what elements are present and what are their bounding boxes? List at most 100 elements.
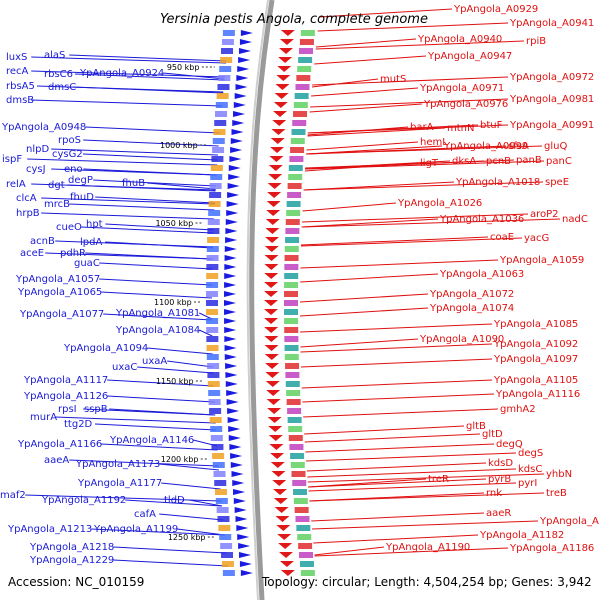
feature-block <box>208 399 221 405</box>
gene-label-right: YpAngola_A1026 <box>397 198 482 209</box>
gene-arrow-forward <box>226 210 239 216</box>
leader-line-right <box>319 8 453 18</box>
gene-arrow-forward <box>224 273 237 279</box>
gene-arrow-forward <box>226 390 239 396</box>
feature-block <box>287 408 302 414</box>
leader-line-left <box>113 559 228 567</box>
gene-arrow-forward <box>233 111 246 117</box>
gene-label-left: dgt <box>48 180 65 191</box>
gene-arrow-reverse <box>273 102 288 108</box>
feature-block <box>206 264 219 270</box>
genome-backbone <box>249 0 275 600</box>
leader-line-right <box>301 218 439 228</box>
gene-label-right: nadC <box>562 214 588 225</box>
feature-block <box>285 228 300 234</box>
leader-line-right <box>311 78 379 88</box>
gene-label-left: YpAngola_A1146 <box>109 435 194 446</box>
gene-arrow-reverse <box>279 39 294 45</box>
feature-track <box>206 30 315 576</box>
feature-block <box>285 237 300 243</box>
feature-block <box>300 30 315 36</box>
leader-line-right <box>306 145 543 155</box>
gene-label-left: YpAngola_A1213 <box>7 524 92 535</box>
leader-line-left <box>51 148 218 156</box>
feature-block <box>206 309 219 315</box>
gene-arrow-forward <box>240 570 253 576</box>
gene-arrow-forward <box>227 417 240 423</box>
leader-line-left <box>73 86 224 94</box>
gene-label-left: recA <box>6 66 29 77</box>
leader-line-right <box>300 338 419 348</box>
gene-arrow-forward <box>224 327 237 333</box>
feature-block <box>284 300 298 306</box>
gene-arrow-forward <box>234 507 247 513</box>
gene-label-right: coaE <box>490 232 514 243</box>
gene-arrow-reverse <box>273 489 288 495</box>
feature-block <box>284 345 299 351</box>
feature-block <box>284 336 299 342</box>
gene-arrow-forward <box>228 174 241 180</box>
feature-block <box>207 381 220 387</box>
feature-block <box>212 462 225 468</box>
gene-arrow-forward <box>224 354 237 360</box>
gene-arrow-reverse <box>277 534 292 540</box>
leader-line-left <box>31 99 223 107</box>
feature-block <box>293 498 308 504</box>
gene-label-left: maf2 <box>0 490 26 501</box>
gene-arrow-reverse <box>268 435 283 441</box>
gene-label-right: kdsC <box>518 464 542 475</box>
gene-arrow-reverse <box>276 525 291 531</box>
gene-label-right: aaeR <box>486 508 511 519</box>
feature-block <box>286 399 301 405</box>
gene-label-left: YpAngola_A0948 <box>1 122 86 133</box>
gene-label-left: YpAngola_A1081 <box>115 308 200 319</box>
gene-arrow-forward <box>224 309 237 315</box>
leader-line-right <box>305 443 495 453</box>
gene-arrow-forward <box>239 552 252 558</box>
leader-line-right <box>299 293 429 303</box>
leader-line-right <box>315 38 417 48</box>
feature-block <box>207 363 220 369</box>
feature-block <box>220 543 233 549</box>
feature-block <box>210 165 223 171</box>
gene-arrow-reverse <box>270 453 285 459</box>
gene-label-right: gluQ <box>544 141 567 152</box>
gene-label-left: uxaC <box>112 362 137 373</box>
leader-line-right <box>302 393 495 403</box>
feature-block <box>212 147 225 153</box>
gene-arrow-reverse <box>265 228 280 234</box>
feature-block <box>285 372 300 378</box>
gene-label-left: hrpB <box>16 208 40 219</box>
leader-line-left <box>94 423 217 431</box>
feature-block <box>210 435 223 441</box>
feature-block <box>300 570 315 576</box>
gene-label-right: YpAngola_A0981 <box>509 94 594 105</box>
gene-arrow-reverse <box>264 255 279 261</box>
feature-block <box>208 201 221 207</box>
feature-block <box>292 120 307 126</box>
leader-line-left <box>55 416 216 424</box>
feature-block <box>220 57 233 63</box>
gene-label-left: acnB <box>30 236 55 247</box>
leader-line-right <box>312 76 509 86</box>
feature-block <box>293 102 308 108</box>
feature-block <box>222 570 235 576</box>
leader-line-left <box>41 212 215 220</box>
gene-arrow-reverse <box>266 210 281 216</box>
gene-arrow-reverse <box>275 516 290 522</box>
feature-block <box>216 507 229 513</box>
gene-arrow-forward <box>237 66 250 72</box>
gene-arrow-forward <box>230 462 243 468</box>
gene-arrow-reverse <box>267 183 282 189</box>
gene-label-left: dmsC <box>48 82 76 93</box>
feature-block <box>217 84 230 90</box>
gene-label-right: YpAngola_A1063 <box>439 269 524 280</box>
feature-block <box>215 498 228 504</box>
feature-block <box>209 417 222 423</box>
gene-arrow-reverse <box>265 219 280 225</box>
gene-arrow-reverse <box>270 138 285 144</box>
leader-line-left <box>69 203 215 211</box>
feature-block <box>206 354 219 360</box>
feature-block <box>206 300 218 306</box>
